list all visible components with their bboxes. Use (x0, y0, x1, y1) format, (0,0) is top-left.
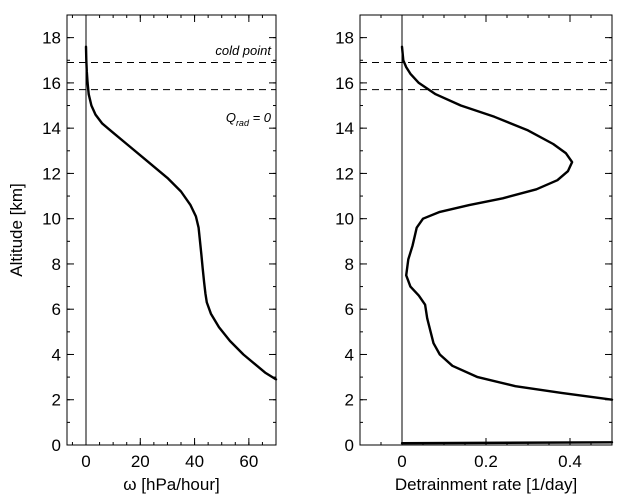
y-tick-label: 14 (335, 119, 354, 138)
y-tick-label: 6 (52, 300, 61, 319)
y-tick-label: 2 (345, 391, 354, 410)
x-tick-label: 0 (397, 452, 406, 471)
y-axis-title: Altitude [km] (7, 183, 26, 277)
panel-1: 0 2 4 6 8 10 12 14 16 18 0 20 40 60 ω [hPa/hour] Altitu… (7, 15, 276, 494)
y-tick-label: 6 (345, 300, 354, 319)
x-tick-label: 20 (131, 452, 150, 471)
x-axis-title: Detrainment rate [1/day] (395, 475, 577, 494)
y-tick-label: 14 (42, 119, 61, 138)
series-line-2 (402, 442, 612, 443)
x-tick-label: 60 (239, 452, 258, 471)
y-tick-label: 12 (42, 164, 61, 183)
y-tick-label: 4 (345, 345, 354, 364)
x-tick-label: 0.4 (558, 452, 582, 471)
y-tick-label: 0 (52, 436, 61, 455)
panel-2: 0 2 4 6 8 10 12 14 16 18 0 0.2 0.4 Detrainment rate [… (335, 15, 612, 494)
x-tick-label: 0 (81, 452, 90, 471)
x-tick-label: 40 (185, 452, 204, 471)
y-tick-label: 4 (52, 345, 61, 364)
y-tick-label: 10 (42, 210, 61, 229)
y-tick-label: 12 (335, 164, 354, 183)
y-tick-label: 8 (345, 255, 354, 274)
y-tick-label: 16 (335, 74, 354, 93)
y-tick-label: 18 (335, 29, 354, 48)
y-tick-label: 8 (52, 255, 61, 274)
x-axis-title: ω [hPa/hour] (123, 475, 219, 494)
series-line-1 (402, 47, 612, 400)
plot-frame (360, 15, 612, 445)
x-tick-label: 0.2 (474, 452, 498, 471)
qrad-label: Qrad = 0 (226, 110, 272, 128)
cold-point-label: cold point (215, 43, 272, 58)
y-tick-label: 10 (335, 210, 354, 229)
y-tick-label: 16 (42, 74, 61, 93)
y-tick-label: 18 (42, 29, 61, 48)
series-line-1 (86, 47, 276, 380)
y-tick-label: 2 (52, 391, 61, 410)
plot-frame (67, 15, 276, 445)
y-tick-label: 0 (345, 436, 354, 455)
